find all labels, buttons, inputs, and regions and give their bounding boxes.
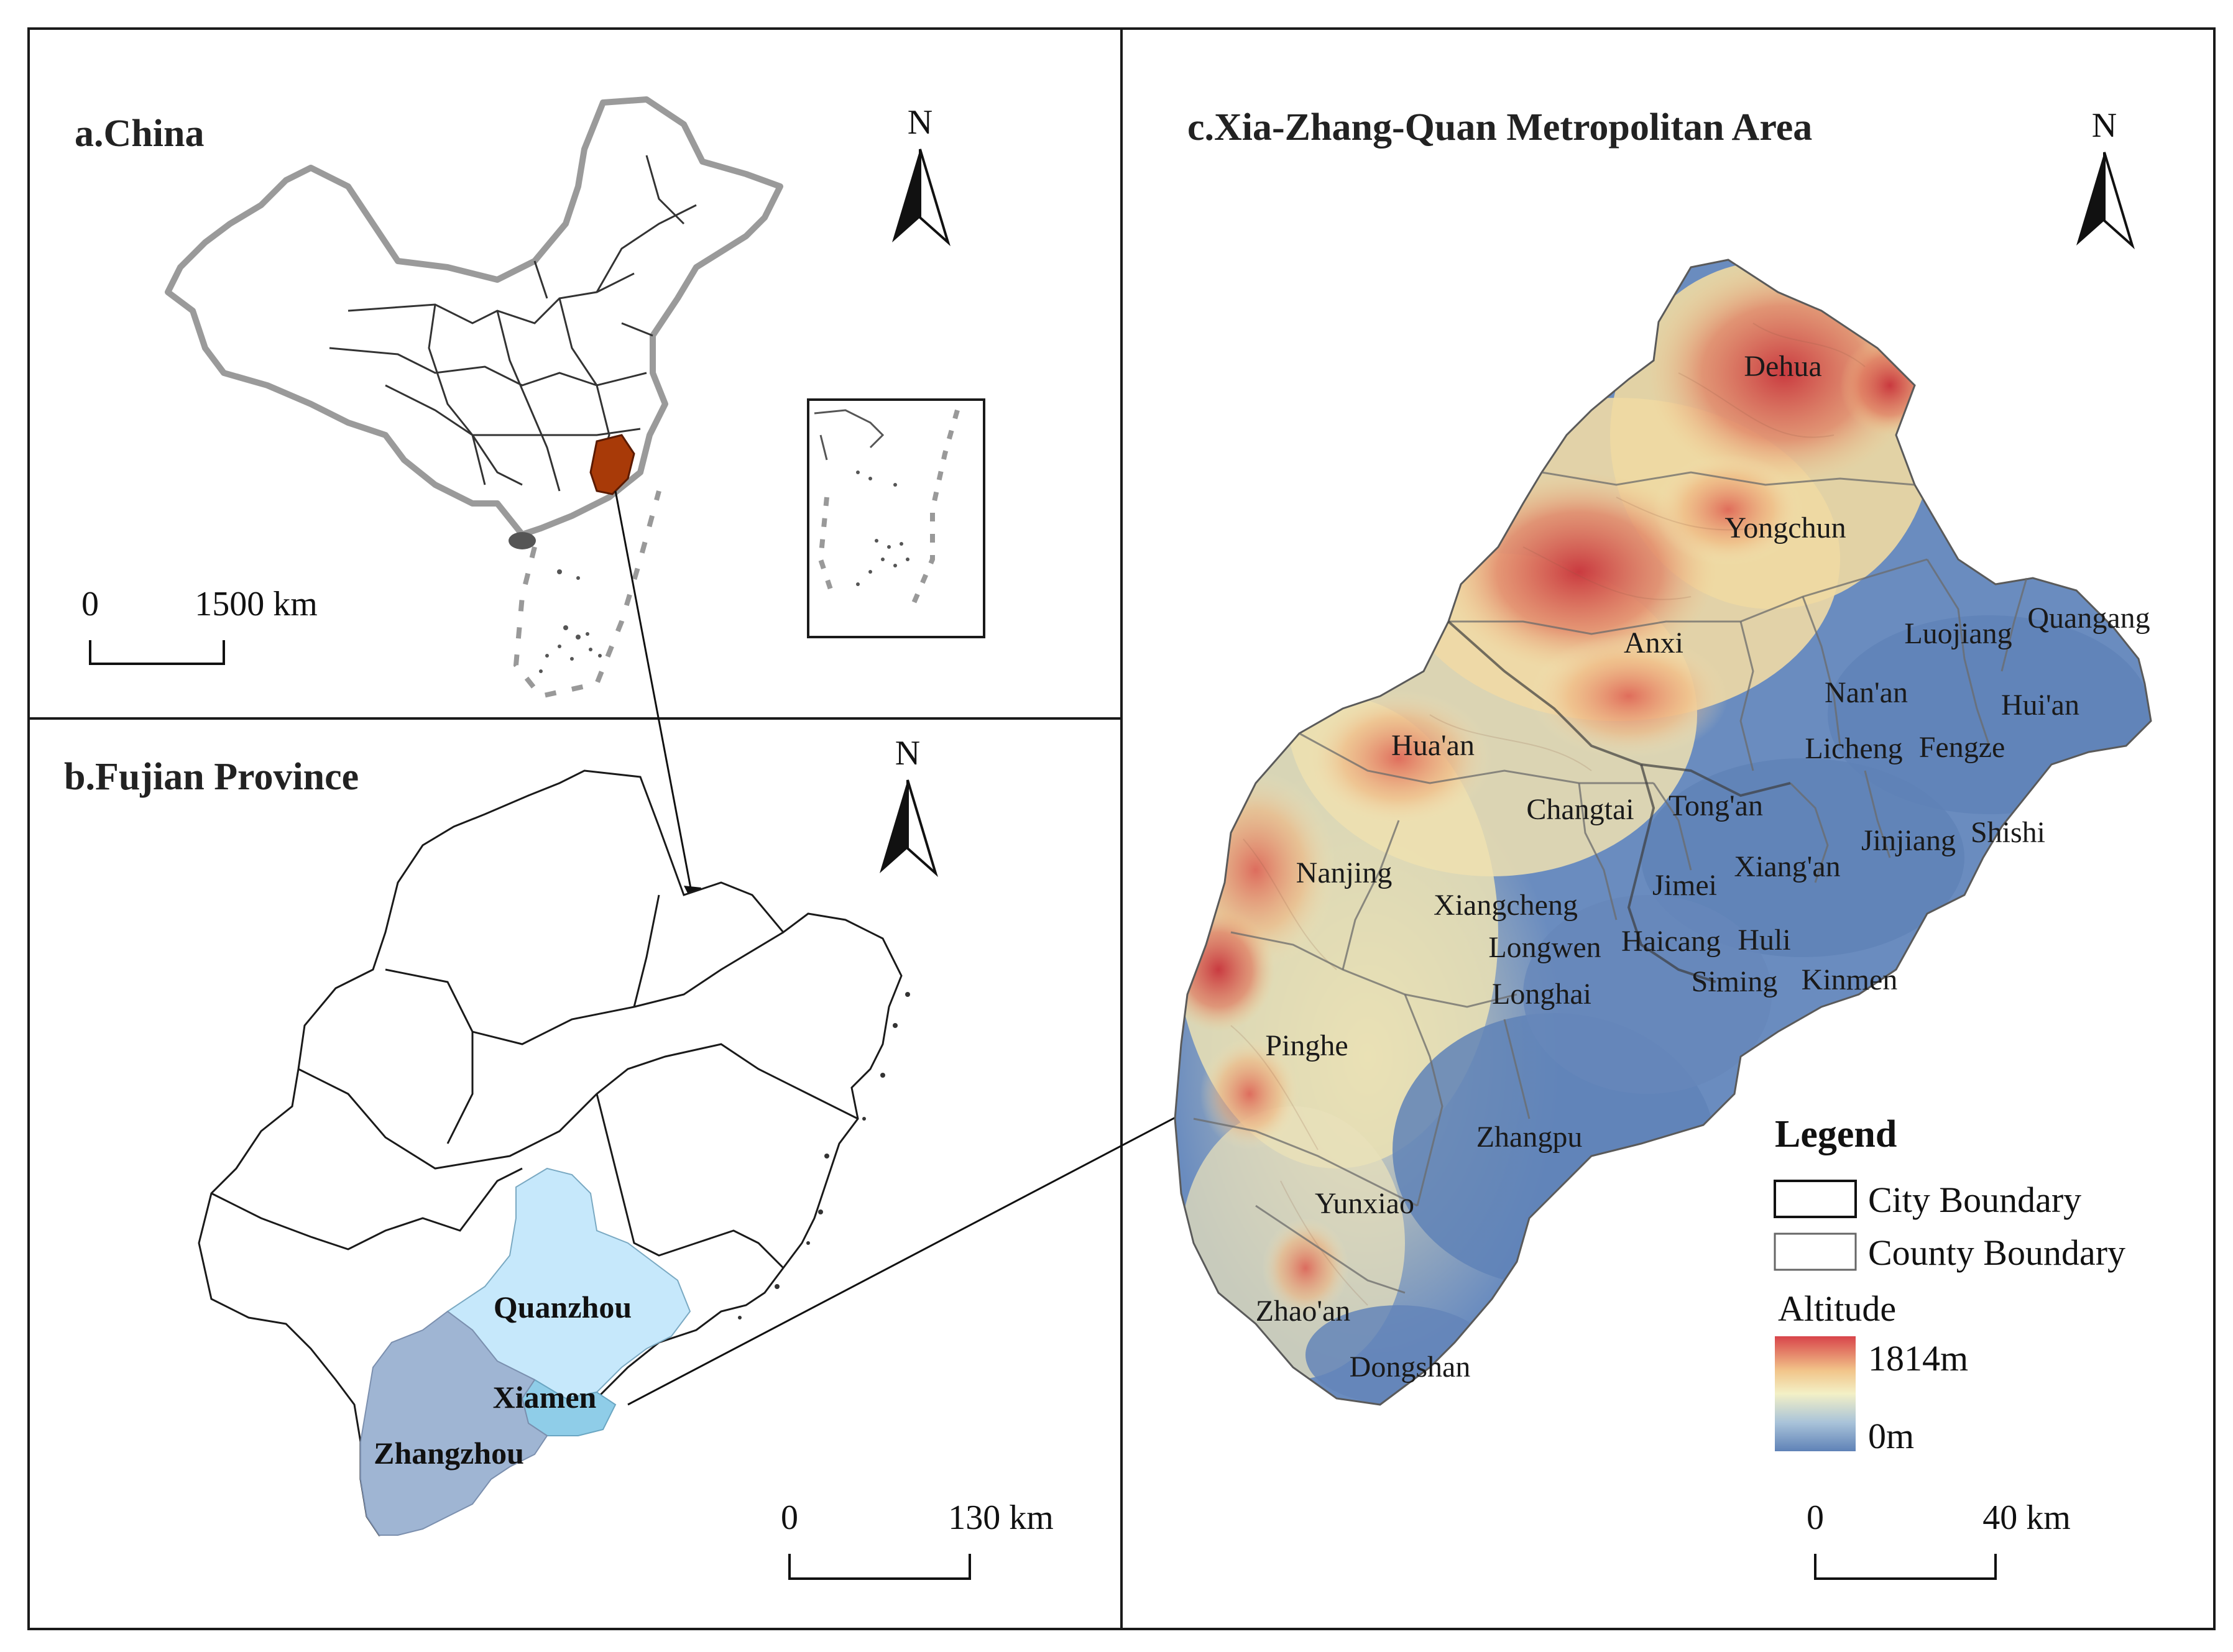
label-siming: Siming	[1692, 965, 1778, 998]
fujian-coast-islands	[738, 992, 910, 1319]
svg-text:130 km: 130 km	[948, 1498, 1054, 1537]
label-kinmen: Kinmen	[1802, 963, 1898, 996]
label-shishi: Shishi	[1971, 816, 2045, 849]
panel-a-title: a.China	[75, 112, 204, 155]
label-quangang: Quangang	[2027, 602, 2150, 635]
label-nanan: Nan'an	[1825, 676, 1908, 709]
label-longhai: Longhai	[1492, 978, 1591, 1011]
legend-city-boundary: City Boundary	[1868, 1180, 2081, 1220]
label-zhangzhou: Zhangzhou	[374, 1436, 524, 1471]
label-huaan: Hua'an	[1391, 729, 1475, 762]
label-xiamen: Xiamen	[493, 1380, 597, 1415]
fujian-city-lines	[211, 894, 859, 1269]
label-dehua: Dehua	[1744, 350, 1821, 383]
south-china-sea-islands	[509, 532, 602, 673]
svg-text:N: N	[2092, 106, 2117, 145]
county-boundaries	[1193, 471, 2028, 1294]
panel-frames	[27, 27, 2216, 1630]
china-outline	[165, 96, 783, 538]
label-xiangan: Xiang'an	[1734, 850, 1840, 883]
svg-text:0: 0	[1807, 1498, 1824, 1537]
scale-bar-b: 0 130 km	[781, 1498, 1054, 1580]
legend-max: 1814m	[1868, 1338, 1968, 1379]
svg-text:0: 0	[781, 1498, 798, 1537]
legend-altitude-title: Altitude	[1778, 1288, 1896, 1329]
china-inset	[807, 398, 985, 638]
city-boundaries	[1447, 620, 1791, 983]
panel-a-china: a.China	[75, 96, 985, 904]
region-zhangzhou	[360, 1310, 548, 1536]
panel-c-metro: c.Xia-Zhang-Quan Metropolitan Area	[1174, 106, 2152, 1580]
panel-b-title: b.Fujian Province	[64, 756, 359, 798]
fujian-highlight	[589, 434, 635, 495]
label-zhaoan: Zhao'an	[1256, 1295, 1351, 1328]
label-huian: Hui'an	[2001, 689, 2079, 722]
label-xiangcheng: Xiangcheng	[1434, 889, 1578, 922]
north-arrow-b: N	[880, 734, 938, 878]
north-arrow-a: N	[892, 103, 951, 247]
svg-text:40 km: 40 km	[1982, 1498, 2071, 1537]
north-arrow-c: N	[2076, 106, 2135, 250]
label-huli: Huli	[1738, 924, 1790, 957]
label-yongchun: Yongchun	[1724, 512, 1846, 544]
label-tongan: Tong'an	[1669, 789, 1763, 822]
nine-dash-line	[513, 490, 661, 699]
label-jimei: Jimei	[1652, 869, 1717, 902]
scale-bar-c: 0 40 km	[1807, 1498, 2071, 1580]
panel-c-title: c.Xia-Zhang-Quan Metropolitan Area	[1187, 106, 1812, 149]
altitude-ramp	[1775, 1336, 1856, 1451]
legend-min: 0m	[1868, 1416, 1914, 1456]
label-anxi: Anxi	[1624, 626, 1683, 659]
svg-text:N: N	[895, 734, 920, 773]
scale-bar-a: 0 1500 km	[81, 585, 318, 665]
label-licheng: Licheng	[1805, 732, 1902, 765]
legend-title: Legend	[1775, 1113, 1897, 1155]
svg-text:0: 0	[81, 585, 99, 623]
label-quanzhou: Quanzhou	[494, 1290, 632, 1324]
svg-text:N: N	[908, 103, 932, 142]
label-yunxiao: Yunxiao	[1315, 1187, 1414, 1220]
label-pinghe: Pinghe	[1265, 1029, 1348, 1062]
label-changtai: Changtai	[1526, 793, 1634, 826]
svg-text:1500 km: 1500 km	[195, 585, 318, 623]
county-labels: Dehua Yongchun Anxi Luojiang Quangang Na…	[1256, 350, 2150, 1384]
label-fengze: Fengze	[1919, 731, 2005, 764]
label-luojiang: Luojiang	[1904, 617, 2012, 650]
map-legend: Legend City Boundary County Boundary Alt…	[1774, 1113, 2125, 1456]
label-longwen: Longwen	[1488, 931, 1601, 964]
label-zhangpu: Zhangpu	[1476, 1121, 1583, 1154]
label-jinjiang: Jinjiang	[1861, 824, 1956, 857]
panel-b-fujian: b.Fujian Province Quanzhou Xiamen Zhangz…	[64, 734, 1201, 1580]
label-dongshan: Dongshan	[1350, 1351, 1471, 1384]
label-nanjing: Nanjing	[1296, 856, 1393, 889]
label-haicang: Haicang	[1621, 925, 1721, 958]
legend-county-boundary: County Boundary	[1868, 1232, 2125, 1273]
region-quanzhou	[446, 1167, 691, 1400]
